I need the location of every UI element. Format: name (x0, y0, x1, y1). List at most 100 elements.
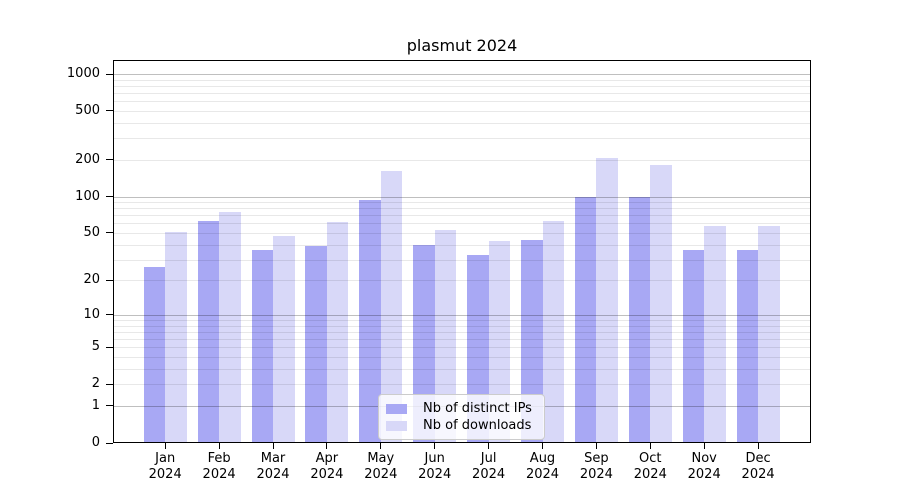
legend-item-distinct-ips: Nb of distinct IPs (386, 400, 544, 417)
bar-nb-of-downloads-sep-2024 (596, 158, 618, 443)
gridline-9 (113, 320, 811, 322)
x-tick-label-jun-2024: Jun 2024 (418, 451, 452, 482)
x-tick-label-feb-2024: Feb 2024 (202, 451, 236, 482)
gridline-3 (113, 368, 811, 370)
bar-nb-of-downloads-may-2024 (380, 170, 403, 443)
bar-nb-of-distinct-ips-jun-2024 (413, 244, 435, 443)
gridline-6 (113, 339, 811, 341)
bar-nb-of-distinct-ips-apr-2024 (305, 245, 327, 443)
gridline-5 (113, 347, 811, 349)
gridline-1000 (113, 74, 811, 75)
chart-title: plasmut 2024 (406, 36, 518, 55)
y-tick-label-2: 2 (91, 376, 100, 392)
y-tick-mark-2 (106, 383, 113, 385)
y-tick-label-1000: 1000 (66, 66, 100, 81)
x-tick-mark-aug-2024 (542, 443, 543, 449)
y-tick-mark-1 (106, 405, 113, 407)
gridline-900 (113, 79, 811, 81)
y-tick-label-1: 1 (91, 397, 100, 413)
y-tick-label-500: 500 (75, 102, 100, 118)
bar-nb-of-distinct-ips-nov-2024 (682, 250, 705, 443)
bar-nb-of-distinct-ips-jan-2024 (143, 266, 166, 443)
x-tick-mark-may-2024 (380, 443, 382, 449)
gridline-90 (113, 202, 811, 204)
y-tick-mark-20 (106, 279, 113, 281)
legend-item-downloads: Nb of downloads (386, 417, 544, 434)
bar-nb-of-distinct-ips-may-2024 (359, 200, 381, 443)
bar-nb-of-downloads-jul-2024 (488, 240, 511, 443)
x-tick-mark-jun-2024 (434, 443, 436, 449)
gridline-700 (113, 93, 811, 95)
y-tick-label-100: 100 (75, 188, 100, 204)
gridline-2 (113, 384, 811, 386)
x-tick-label-may-2024: May 2024 (364, 451, 398, 482)
bar-nb-of-distinct-ips-dec-2024 (736, 250, 759, 443)
gridline-8 (113, 325, 811, 327)
plot-area (113, 60, 811, 443)
y-tick-mark-1000 (106, 73, 113, 75)
bar-nb-of-downloads-oct-2024 (650, 165, 672, 443)
gridline-200 (113, 159, 811, 161)
y-tick-label-200: 200 (75, 151, 100, 167)
y-tick-mark-200 (106, 159, 113, 161)
x-tick-mark-sep-2024 (595, 443, 597, 449)
x-tick-label-jan-2024: Jan 2024 (148, 451, 182, 482)
gridline-4 (113, 357, 811, 359)
bar-nb-of-downloads-mar-2024 (273, 236, 295, 443)
bar-nb-of-downloads-nov-2024 (704, 226, 726, 443)
bar-nb-of-distinct-ips-feb-2024 (197, 220, 220, 443)
bar-nb-of-distinct-ips-sep-2024 (574, 196, 597, 443)
x-tick-mark-jan-2024 (164, 443, 166, 449)
bar-nb-of-downloads-dec-2024 (758, 226, 780, 443)
bar-nb-of-distinct-ips-mar-2024 (251, 250, 273, 443)
x-tick-label-dec-2024: Dec 2024 (741, 451, 775, 482)
bar-nb-of-downloads-jun-2024 (434, 229, 457, 443)
legend-label-downloads: Nb of downloads (423, 418, 532, 433)
legend-swatch-downloads (386, 420, 407, 431)
y-tick-mark-10 (106, 314, 113, 316)
x-tick-label-jul-2024: Jul 2024 (472, 451, 506, 482)
y-tick-mark-0 (106, 442, 113, 444)
x-tick-mark-nov-2024 (703, 443, 705, 449)
gridline-60 (113, 223, 811, 225)
gridline-800 (113, 85, 811, 87)
bar-nb-of-downloads-feb-2024 (219, 212, 241, 443)
gridline-20 (113, 280, 811, 282)
gridline-300 (113, 138, 811, 140)
y-tick-label-10: 10 (83, 306, 100, 322)
bar-nb-of-distinct-ips-oct-2024 (628, 197, 651, 443)
bar-nb-of-downloads-aug-2024 (542, 220, 564, 443)
gridline-500 (113, 110, 811, 112)
y-tick-label-20: 20 (83, 272, 100, 288)
gridline-100 (113, 196, 811, 198)
x-tick-label-oct-2024: Oct 2024 (633, 451, 667, 482)
gridline-30 (113, 259, 811, 261)
x-tick-label-mar-2024: Mar 2024 (256, 451, 290, 482)
y-tick-mark-500 (106, 110, 113, 112)
x-tick-mark-apr-2024 (326, 443, 328, 449)
x-tick-mark-oct-2024 (649, 443, 651, 449)
gridline-50 (113, 232, 811, 234)
y-tick-mark-100 (106, 196, 113, 197)
bar-nb-of-distinct-ips-aug-2024 (521, 239, 543, 443)
gridline-70 (113, 215, 811, 217)
y-tick-label-5: 5 (91, 339, 100, 355)
bar-nb-of-downloads-apr-2024 (326, 221, 349, 443)
x-tick-mark-feb-2024 (218, 443, 220, 449)
y-tick-label-0: 0 (91, 435, 100, 450)
y-tick-mark-5 (106, 346, 113, 348)
y-tick-label-50: 50 (83, 224, 100, 240)
x-tick-mark-dec-2024 (757, 443, 759, 449)
gridline-400 (113, 122, 811, 124)
legend-label-distinct-ips: Nb of distinct IPs (423, 401, 532, 416)
x-tick-label-sep-2024: Sep 2024 (579, 451, 613, 482)
gridline-10 (113, 314, 811, 316)
bar-nb-of-downloads-jan-2024 (165, 231, 187, 443)
x-tick-mark-jul-2024 (488, 443, 490, 449)
y-tick-mark-50 (106, 232, 113, 234)
x-tick-label-apr-2024: Apr 2024 (310, 451, 344, 482)
x-tick-label-nov-2024: Nov 2024 (687, 451, 721, 482)
gridline-600 (113, 101, 811, 103)
gridline-7 (113, 331, 811, 333)
